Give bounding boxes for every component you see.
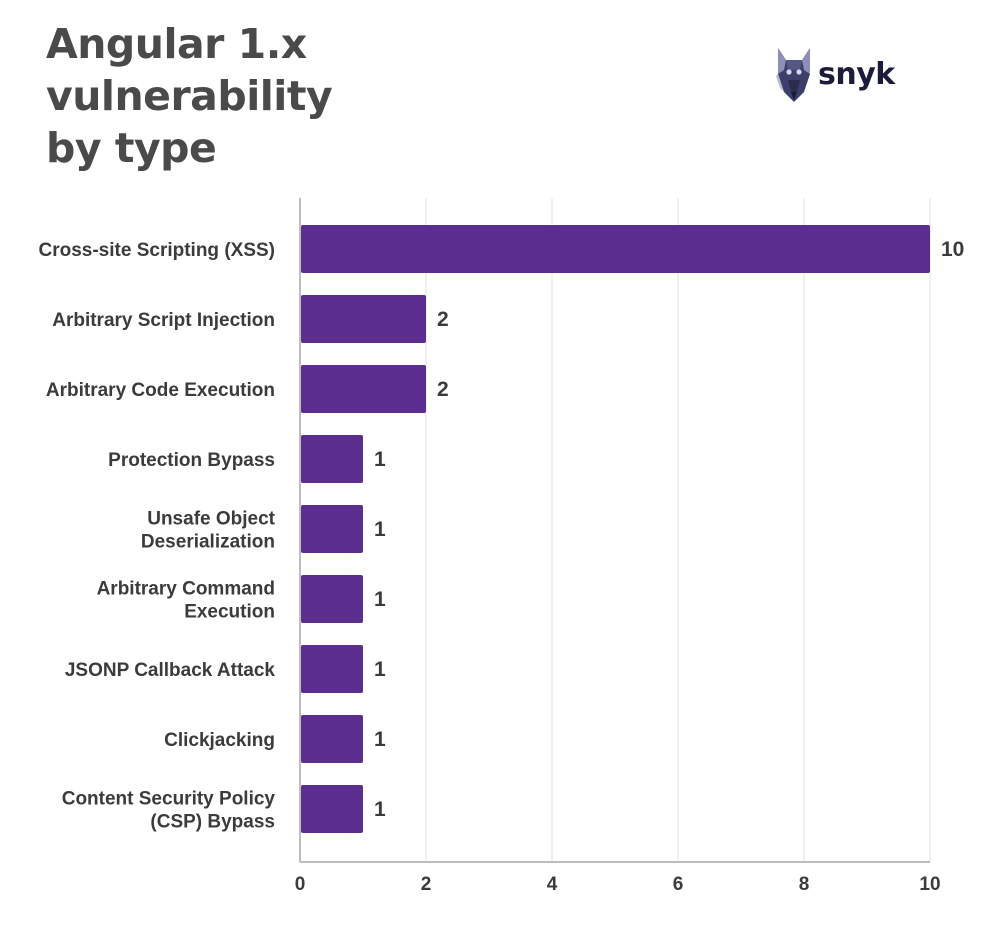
- category-label-line: Cross-site Scripting (XSS): [39, 240, 276, 261]
- chart-title-line-2: by type: [46, 124, 217, 172]
- category-label: Arbitrary Script Injection: [52, 310, 275, 331]
- category-label: JSONP Callback Attack: [65, 660, 276, 681]
- category-label-line: JSONP Callback Attack: [65, 660, 276, 681]
- bar: [301, 645, 363, 693]
- data-label: 1: [374, 588, 386, 611]
- category-label-line: Arbitrary Script Injection: [52, 310, 275, 331]
- category-label-line: Clickjacking: [164, 730, 275, 751]
- category-label-line: (CSP) Bypass: [150, 812, 275, 833]
- data-label: 1: [374, 728, 386, 751]
- x-tick-label: 0: [295, 874, 306, 895]
- data-label: 1: [374, 658, 386, 681]
- bar: [301, 785, 363, 833]
- x-tick-label: 8: [799, 874, 810, 895]
- bar: [301, 715, 363, 763]
- x-tick-label: 2: [421, 874, 432, 895]
- category-label: Content Security Policy (CSP) Bypass: [62, 789, 276, 833]
- chart-title: Angular 1.x vulnerability by type: [46, 18, 606, 174]
- category-label-line: Arbitrary Command: [97, 579, 275, 600]
- category-label: Cross-site Scripting (XSS): [39, 240, 276, 261]
- category-label: Clickjacking: [164, 730, 275, 751]
- category-label: Protection Bypass: [108, 450, 275, 471]
- category-label-line: Unsafe Object: [147, 509, 275, 530]
- data-label: 1: [374, 518, 386, 541]
- category-label-line: Content Security Policy: [62, 789, 276, 810]
- bar: [301, 435, 363, 483]
- category-label-line: Execution: [184, 602, 275, 623]
- category-label: Arbitrary Code Execution: [46, 380, 275, 401]
- data-label: 1: [374, 798, 386, 821]
- x-tick-label: 10: [919, 874, 940, 895]
- bar: [301, 295, 426, 343]
- snyk-dog-logo-icon: [776, 48, 810, 102]
- snyk-logo-text: snyk: [818, 56, 895, 92]
- category-label: Arbitrary Command Execution: [97, 579, 275, 623]
- category-label: Unsafe Object Deserialization: [141, 509, 276, 553]
- data-label: 2: [437, 308, 449, 331]
- bar: [301, 505, 363, 553]
- data-label: 10: [941, 238, 964, 261]
- bar: [301, 365, 426, 413]
- bar: [301, 575, 363, 623]
- snyk-logo: snyk: [774, 44, 904, 104]
- bar: [301, 225, 930, 273]
- x-tick-label: 4: [547, 874, 558, 895]
- data-label: 1: [374, 448, 386, 471]
- category-label-line: Protection Bypass: [108, 450, 275, 471]
- category-label-line: Arbitrary Code Execution: [46, 380, 275, 401]
- chart-title-line-1: Angular 1.x vulnerability: [46, 20, 333, 120]
- data-label: 2: [437, 378, 449, 401]
- x-tick-label: 6: [673, 874, 684, 895]
- category-label-line: Deserialization: [141, 532, 275, 553]
